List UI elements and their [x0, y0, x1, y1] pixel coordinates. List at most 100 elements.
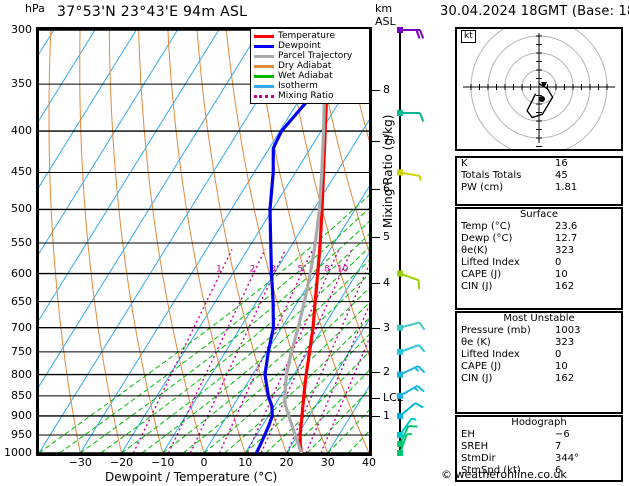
panel-row-key: CAPE (J): [461, 361, 502, 372]
panel-row: CAPE (J) 10: [457, 269, 621, 281]
wind-barb: [397, 417, 417, 438]
panel-row-key: Dewp (°C): [461, 233, 513, 244]
height-tick-4: 4: [383, 276, 390, 290]
hodograph-panel: [455, 18, 623, 156]
pressure-tick-650: 650: [11, 294, 32, 308]
pressure-tick-550: 550: [11, 235, 32, 249]
pressure-tick-450: 450: [11, 165, 32, 179]
panel-row-key: CIN (J): [461, 373, 493, 384]
height-tick-mark-8: [372, 90, 380, 92]
height-tick-mark-4: [372, 283, 380, 285]
pressure-tick-500: 500: [11, 202, 32, 216]
height-tick-mark-5: [372, 236, 380, 238]
pressure-tick-850: 850: [11, 388, 32, 402]
wind-barb: [397, 385, 425, 399]
temp-tick--20: −20: [109, 456, 134, 469]
pressure-unit-label: hPa: [25, 2, 45, 15]
panel-row-value: 162: [555, 373, 575, 384]
panel-row-value: 45: [555, 170, 568, 181]
panel-row: Dewp (°C) 12.7: [457, 233, 621, 245]
height-tick-mark-1: [372, 415, 380, 417]
panel-most-unstable: Most Unstable Pressure (mb) 1003 θe (K) 323 L…: [455, 311, 623, 414]
panel-row-key: Temp (°C): [461, 221, 511, 232]
panel-row: EH −6: [457, 429, 621, 441]
panel-row-value: 6: [555, 465, 562, 476]
temp-tick-40: 40: [362, 456, 376, 469]
svg-text:1: 1: [216, 265, 222, 275]
panel-row: K 16: [457, 158, 621, 170]
legend-label: Dewpoint: [278, 40, 321, 51]
panel-row-value: 0: [555, 257, 562, 268]
legend-label: Isotherm: [278, 80, 318, 91]
model-run-title: 30.04.2024 18GMT (Base: 18): [440, 4, 629, 19]
panel-stability-indices: K 16 Totals Totals 45 PW (cm) 1.81: [455, 156, 623, 206]
svg-text:8: 8: [324, 265, 330, 275]
svg-text:2: 2: [250, 265, 256, 275]
panel-row-key: Lifted Index: [461, 257, 520, 268]
panel-title: Surface: [519, 209, 559, 220]
panel-row-value: 344°: [555, 453, 580, 464]
legend-swatch-icon: [254, 84, 274, 88]
panel-row-key: CIN (J): [461, 281, 493, 292]
height-tick-8: 8: [383, 83, 390, 97]
height-tick-3: 3: [383, 321, 390, 335]
height-tick-6: 6: [383, 182, 390, 196]
wind-barb: [397, 402, 424, 419]
wind-barb-svg: [397, 27, 426, 456]
legend-swatch-icon: [254, 94, 274, 98]
panel-row-value: 10: [555, 361, 568, 372]
panel-row-key: θe (K): [461, 337, 491, 348]
panel-row: Pressure (mb) 1003: [457, 325, 621, 337]
legend-swatch-icon: [254, 44, 274, 48]
pressure-tick-600: 600: [11, 266, 32, 280]
wind-barb: [397, 27, 425, 39]
wind-barb: [397, 169, 422, 182]
svg-text:5: 5: [298, 265, 304, 275]
height-tick-7: 7: [383, 133, 390, 147]
wind-barb: [397, 270, 420, 290]
panel-row-value: 323: [555, 337, 575, 348]
legend-item-parcel-trajectory: Parcel Trajectory: [254, 51, 366, 61]
wind-barb: [397, 321, 426, 331]
panel-row-key: Lifted Index: [461, 349, 520, 360]
chart-legend: Temperature Dewpoint Parcel Trajectory Dry …: [250, 28, 370, 104]
temp-tick-30: 30: [320, 456, 335, 469]
panel-row-value: 23.6: [555, 221, 578, 232]
copyright-text: © weatheronline.co.uk: [441, 468, 567, 481]
panel-row-key: StmDir: [461, 453, 496, 464]
panel-row-value: 1003: [555, 325, 581, 336]
station-title: 37°53'N 23°43'E 94m ASL: [57, 4, 248, 20]
panel-row: SREH 7: [457, 441, 621, 453]
hodograph-unit-label: kt: [461, 30, 476, 43]
legend-swatch-icon: [254, 34, 274, 38]
pressure-tick-900: 900: [11, 408, 32, 422]
height-unit-label-km: km: [375, 2, 393, 15]
panel-row-key: θe(K): [461, 245, 488, 256]
panel-row: Lifted Index 0: [457, 257, 621, 269]
panel-row: Totals Totals 45: [457, 170, 621, 182]
legend-swatch-icon: [254, 64, 274, 68]
panel-row-value: 16: [555, 158, 568, 169]
panel-row-key: StmSpd (kt): [461, 465, 521, 476]
height-tick-mark-6: [372, 189, 380, 191]
pressure-tick-950: 950: [11, 427, 32, 441]
panel-row: Lifted Index 0: [457, 349, 621, 361]
legend-swatch-icon: [254, 74, 274, 78]
pressure-tick-700: 700: [11, 320, 32, 334]
panel-row-key: PW (cm): [461, 182, 504, 193]
panel-surface: Surface Temp (°C) 23.6 Dewp (°C) 12.7 θe(K) 32…: [455, 207, 623, 310]
panel-row-value: 1.81: [555, 182, 578, 193]
wind-barb: [397, 424, 418, 448]
legend-item-temperature: Temperature: [254, 31, 366, 41]
height-tick-mark-3: [372, 328, 380, 330]
height-tick-5: 5: [383, 229, 390, 243]
temp-tick--10: −10: [151, 456, 175, 469]
lcl-tick-mark: [372, 397, 380, 399]
pressure-tick-1000: 1000: [4, 446, 32, 459]
panel-row: CAPE (J) 10: [457, 361, 621, 373]
height-tick-2: 2: [383, 365, 390, 379]
panel-row-value: −6: [555, 429, 570, 440]
temp-tick--30: −30: [68, 456, 92, 469]
panel-row: StmSpd (kt) 6: [457, 465, 621, 477]
panel-row-key: Pressure (mb): [461, 325, 531, 336]
